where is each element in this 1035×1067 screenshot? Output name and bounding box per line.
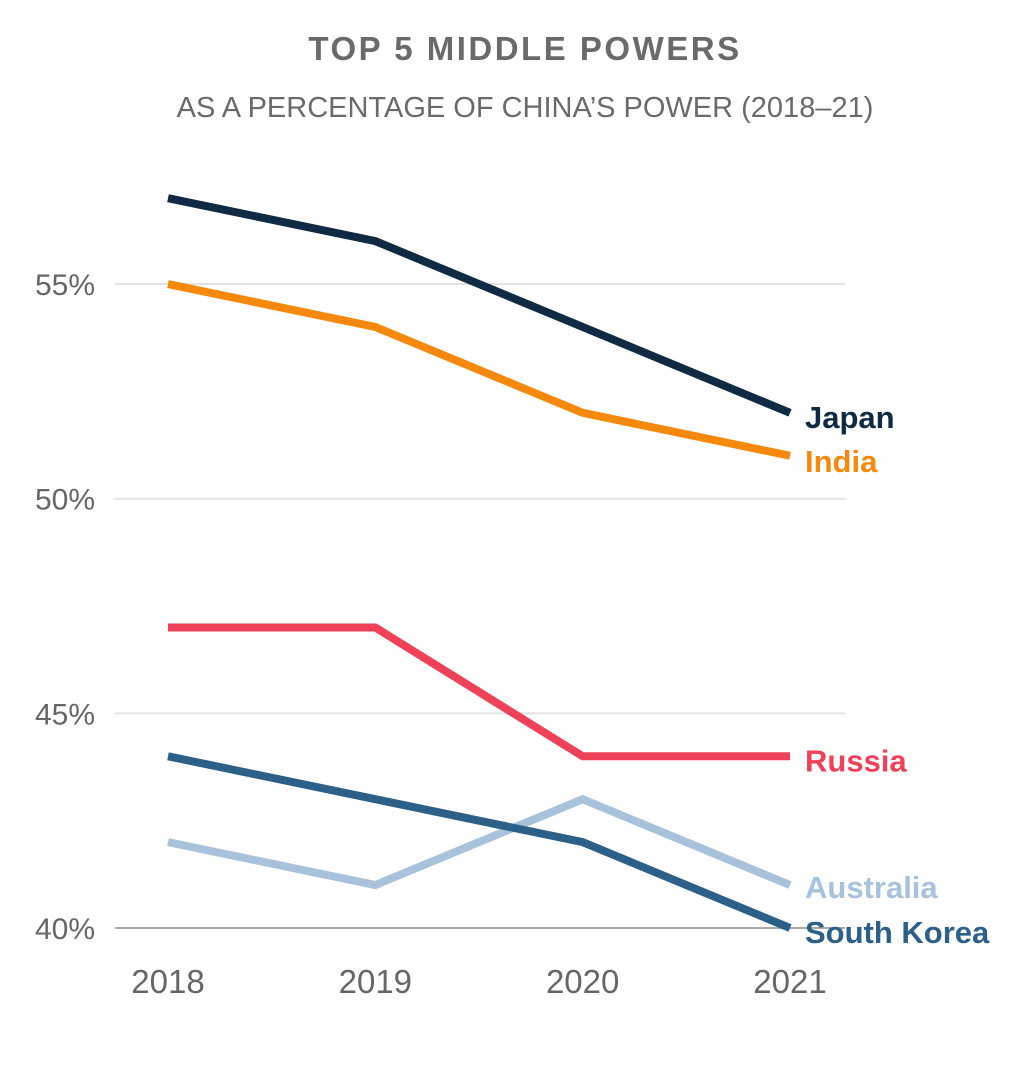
series-label-south-korea: South Korea bbox=[805, 915, 990, 950]
series-line-japan bbox=[167, 194, 792, 417]
y-tick-label: 45% bbox=[35, 698, 95, 731]
x-tick-label: 2018 bbox=[131, 963, 204, 1000]
x-tick-label: 2021 bbox=[753, 963, 826, 1000]
series-label-australia: Australia bbox=[805, 870, 938, 905]
chart-title: TOP 5 MIDDLE POWERS bbox=[308, 30, 742, 67]
series-line-russia bbox=[168, 623, 790, 761]
series-line-south-korea bbox=[167, 752, 792, 932]
series-line-india bbox=[167, 280, 791, 460]
series-line-australia bbox=[167, 794, 792, 890]
y-tick-label: 50% bbox=[35, 484, 95, 517]
x-tick-label: 2020 bbox=[546, 963, 619, 1000]
series-label-japan: Japan bbox=[805, 400, 895, 435]
series-label-russia: Russia bbox=[805, 743, 907, 778]
y-tick-label: 40% bbox=[35, 913, 95, 946]
series-label-india: India bbox=[805, 444, 878, 479]
y-tick-label: 55% bbox=[35, 269, 95, 302]
x-tick-label: 2019 bbox=[339, 963, 412, 1000]
chart-subtitle: AS A PERCENTAGE OF CHINA’S POWER (2018–2… bbox=[176, 92, 874, 124]
